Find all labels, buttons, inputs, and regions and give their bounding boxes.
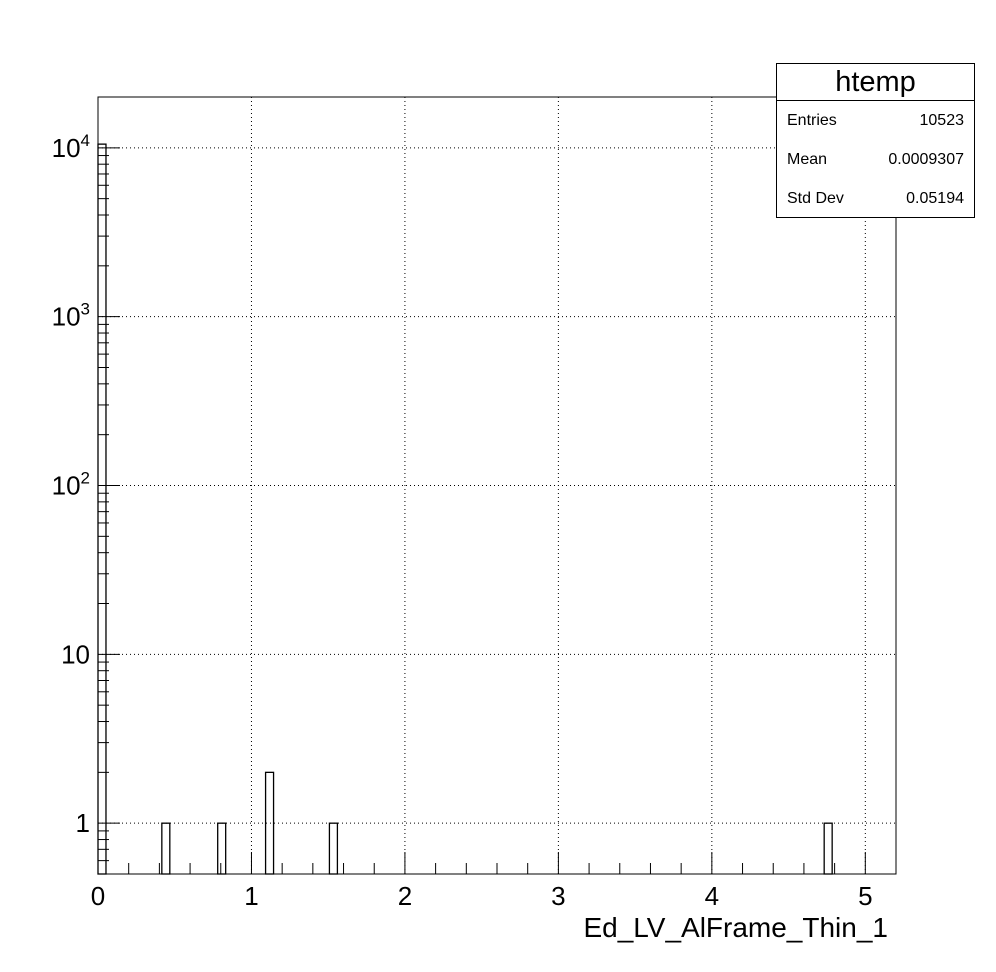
y-tick-label: 102 (52, 469, 90, 501)
stats-row-mean: Mean 0.0009307 (777, 140, 974, 179)
stats-value-stddev: 0.05194 (906, 189, 964, 207)
stats-row-entries: Entries 10523 (777, 101, 974, 140)
y-tick-label: 1 (76, 808, 90, 838)
histogram-bar (217, 822, 227, 875)
stats-label-entries: Entries (787, 111, 837, 129)
stats-value-entries: 10523 (919, 111, 965, 129)
histogram-bar (161, 822, 171, 875)
x-axis-title: Ed_LV_AlFrame_Thin_1 (583, 912, 888, 943)
histogram-bar (97, 143, 107, 875)
y-tick-label: 10 (61, 639, 90, 669)
x-tick-label: 3 (551, 881, 565, 911)
y-tick-label: 104 (52, 131, 90, 163)
stats-label-stddev: Std Dev (787, 189, 844, 207)
stats-box: htemp Entries 10523 Mean 0.0009307 Std D… (776, 63, 975, 218)
stats-value-mean: 0.0009307 (888, 150, 964, 168)
histogram-bar (328, 822, 339, 875)
x-tick-label: 0 (91, 881, 105, 911)
stats-label-mean: Mean (787, 150, 828, 168)
x-tick-label: 1 (244, 881, 258, 911)
x-tick-label: 2 (398, 881, 412, 911)
x-tick-label: 4 (705, 881, 719, 911)
x-tick-label: 5 (858, 881, 872, 911)
y-tick-label: 103 (52, 300, 90, 332)
stats-title: htemp (777, 64, 974, 101)
histogram-bar (823, 822, 833, 875)
stats-row-stddev: Std Dev 0.05194 (777, 179, 974, 218)
